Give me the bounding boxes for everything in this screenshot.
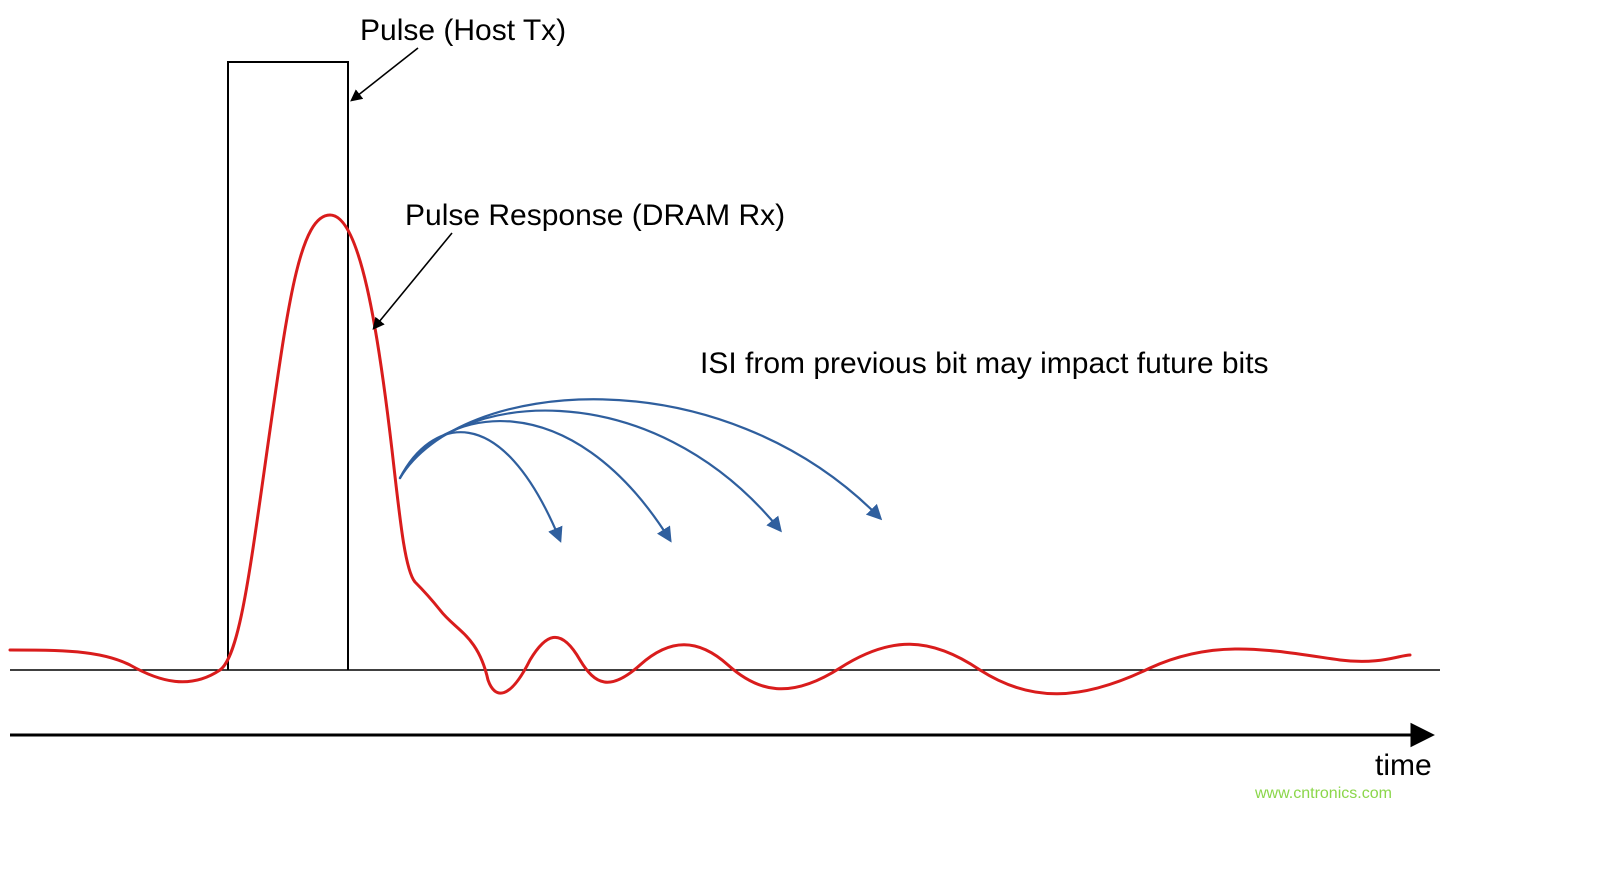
canvas-bg [0, 0, 1601, 895]
label-pulse-response: Pulse Response (DRAM Rx) [405, 199, 785, 232]
label-pulse: Pulse (Host Tx) [360, 14, 566, 47]
label-isi: ISI from previous bit may impact future … [700, 347, 1269, 380]
label-time-axis: time [1375, 749, 1432, 782]
watermark: www.cntronics.com [1254, 785, 1392, 802]
